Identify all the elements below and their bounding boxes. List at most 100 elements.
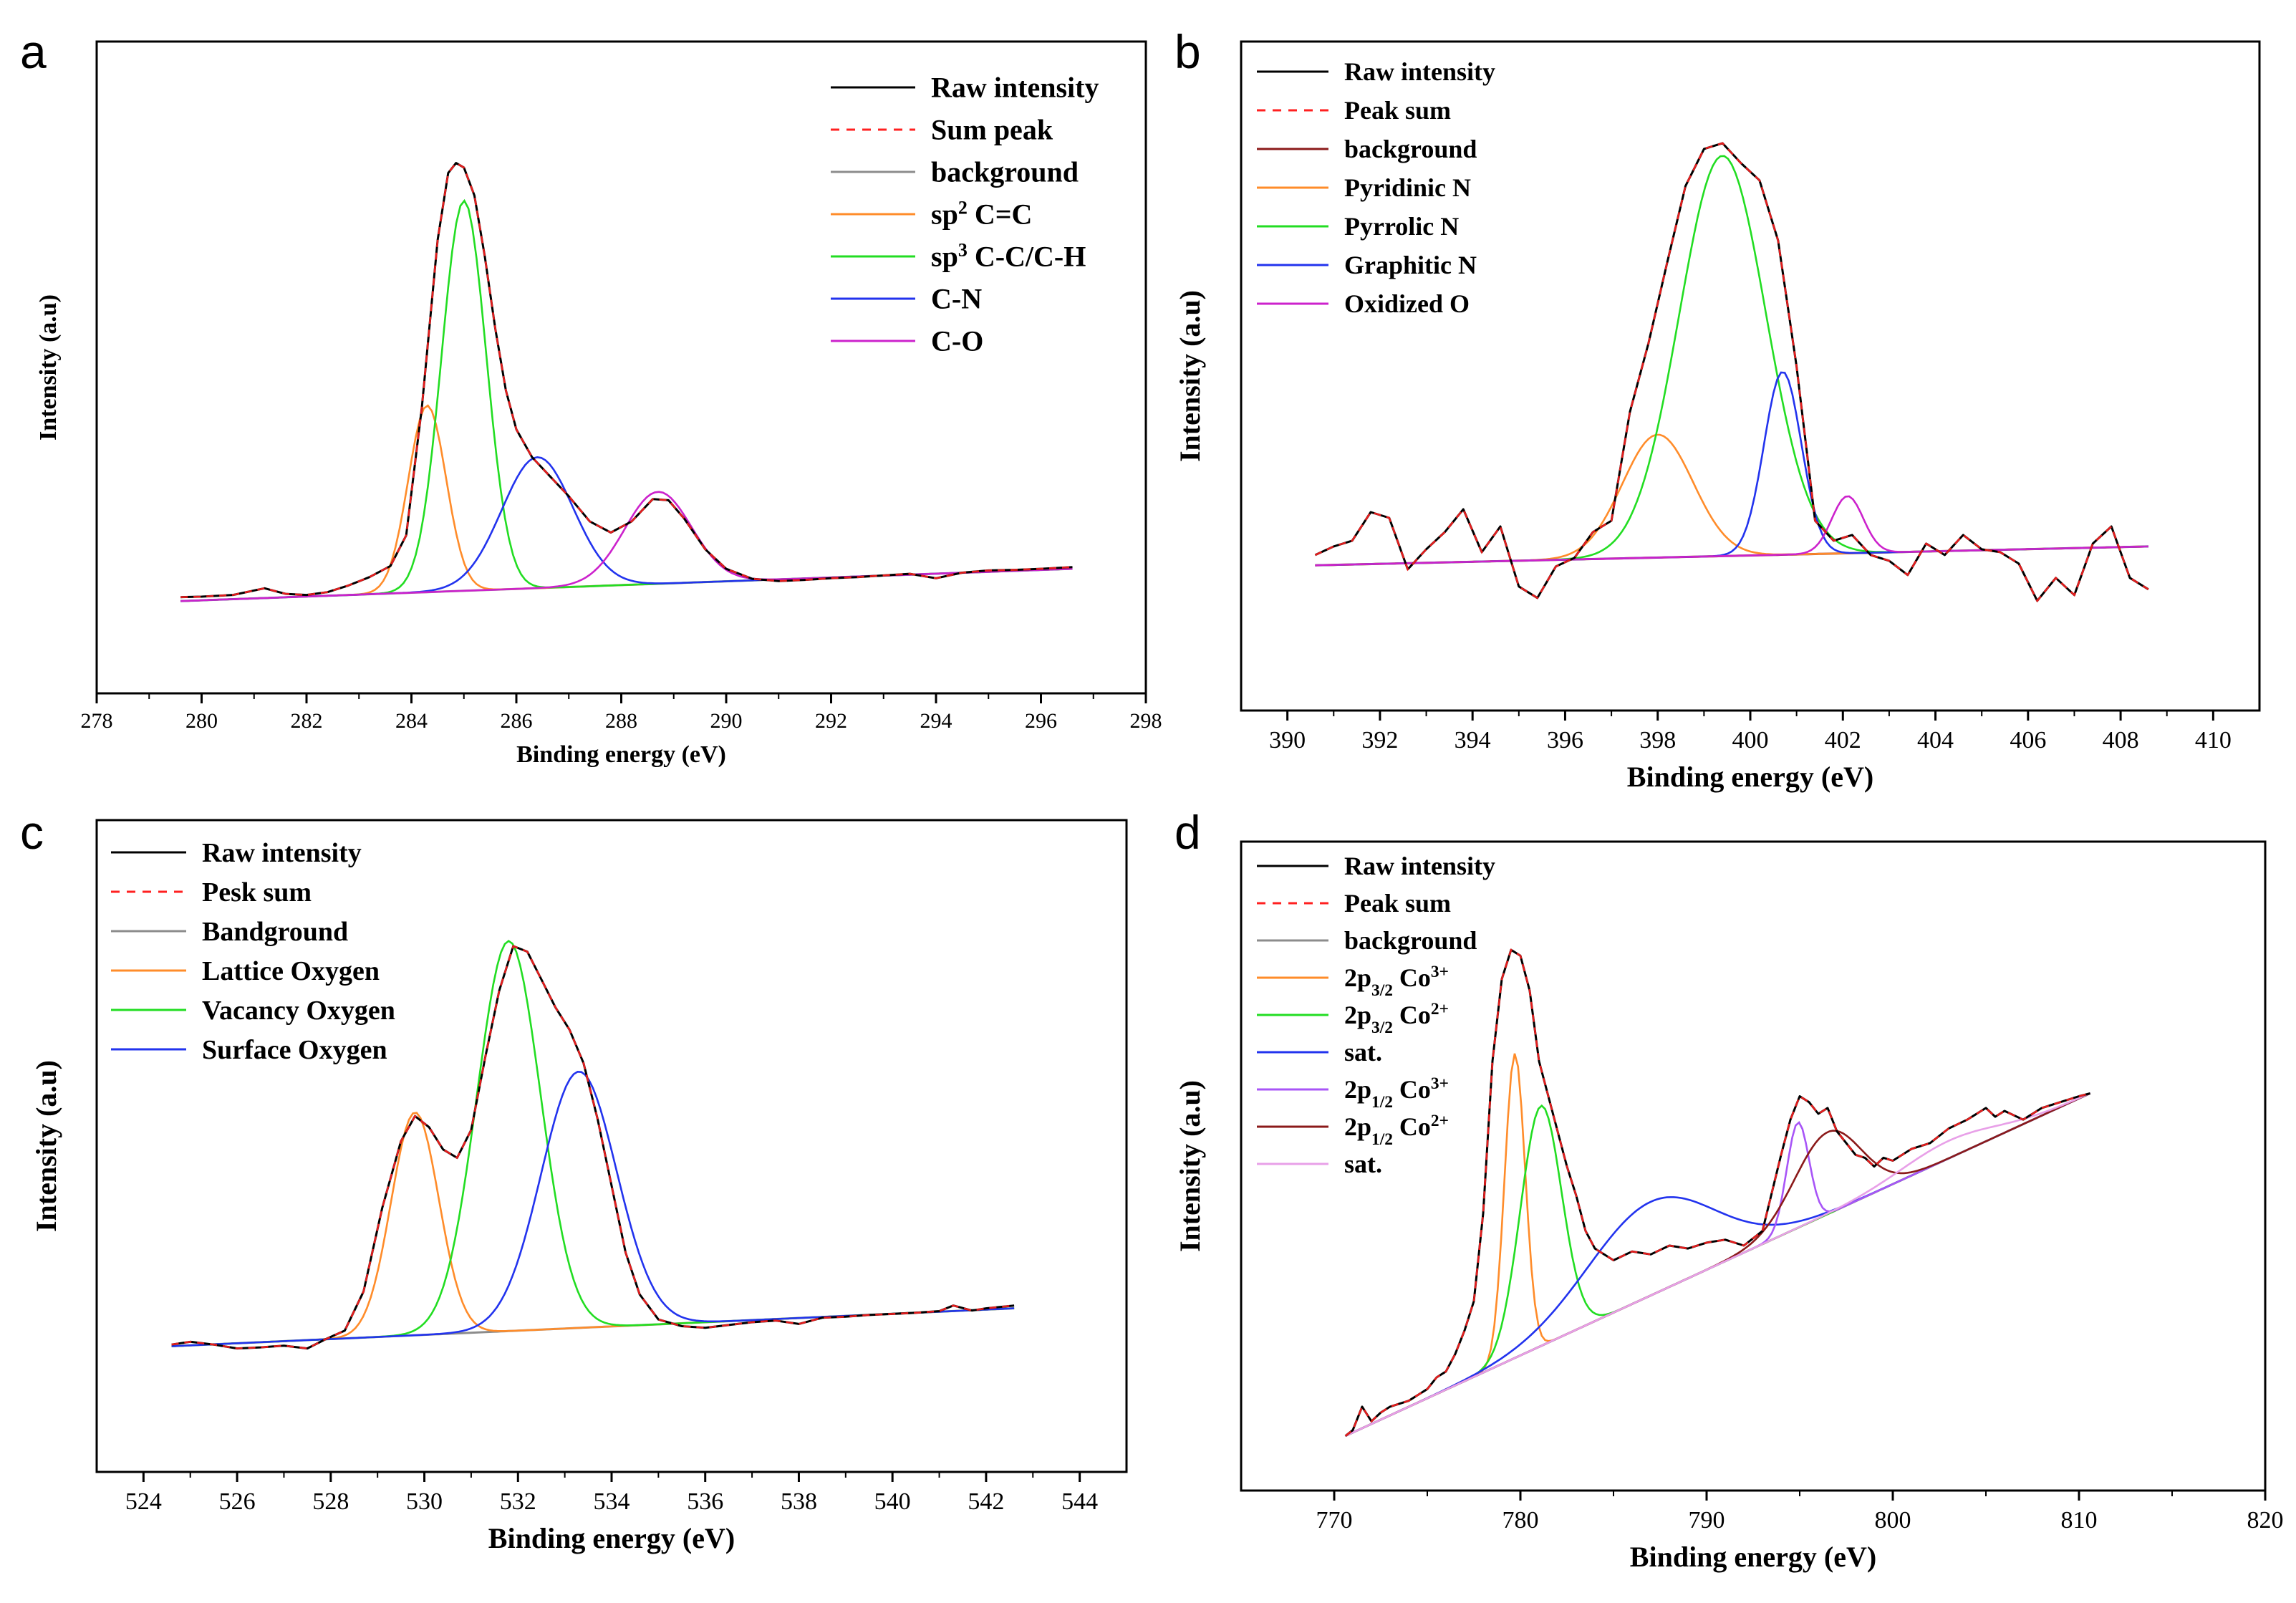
panel-letter: d <box>1174 806 1201 859</box>
legend-label: Peak sum <box>1344 96 1451 125</box>
x-tick-label: 394 <box>1455 727 1491 754</box>
x-tick-label: 390 <box>1269 727 1306 754</box>
legend-label: 2p3/2 Co2+ <box>1344 1000 1449 1037</box>
x-tick-label: 536 <box>687 1488 723 1515</box>
series-peak-sum <box>171 945 1015 1349</box>
legend-item: Oxidized O <box>1257 289 1470 318</box>
x-tick-label: 402 <box>1825 727 1861 754</box>
legend-label: background <box>931 156 1079 188</box>
series-peak-sum <box>1314 142 2149 603</box>
x-tick-label: 532 <box>500 1488 536 1515</box>
x-tick-label: 542 <box>968 1488 1004 1515</box>
y-axis-label: Intensity (a.u) <box>1174 1080 1206 1252</box>
x-axis: 278 280 282 284 286 288 290 292 294 296 298 <box>81 693 1162 733</box>
legend: Raw intensity Sum peak background sp2 C=C sp… <box>831 72 1099 357</box>
legend-item: Surface Oxygen <box>111 1035 387 1065</box>
legend-item: background <box>831 156 1079 188</box>
legend-label: sp2 C=C <box>931 197 1032 231</box>
legend-item: 2p1/2 Co2+ <box>1257 1112 1449 1149</box>
plot-area <box>171 940 1015 1350</box>
x-tick-label: 800 <box>1875 1507 1911 1534</box>
legend: Raw intensity Pesk sum Bandground Lattice O… <box>111 838 395 1065</box>
plot-area <box>1314 142 2149 603</box>
x-axis-label: Binding energy (eV) <box>1630 1541 1876 1573</box>
legend-item: Raw intensity <box>111 838 362 868</box>
x-tick-label: 404 <box>1917 727 1954 754</box>
x-tick-label: 534 <box>594 1488 630 1515</box>
panel-letter: a <box>20 25 47 78</box>
legend: Raw intensity Peak sum background 2p3/2 Co3… <box>1257 852 1495 1178</box>
x-tick-label: 290 <box>710 709 743 733</box>
legend-label: C-O <box>931 325 983 357</box>
legend-item: background <box>1257 926 1477 955</box>
x-axis: 390 392 394 396 398 400 402 404 406 408 410 <box>1269 711 2232 754</box>
plot-area <box>1344 948 2091 1438</box>
legend-item: sp3 C-C/C-H <box>831 239 1086 273</box>
x-tick-label: 396 <box>1547 727 1583 754</box>
legend-label: Bandground <box>202 917 348 947</box>
y-axis-label: Intensity (a.u) <box>1174 290 1206 462</box>
legend-item: 2p1/2 Co3+ <box>1257 1074 1449 1112</box>
x-tick-label: 540 <box>874 1488 911 1515</box>
x-tick-label: 294 <box>920 709 952 733</box>
chart-panel-a: a 278 280 282 284 286 288 290 292 294 296 298 Bindin… <box>20 25 1162 768</box>
legend-label: 2p1/2 Co2+ <box>1344 1112 1449 1149</box>
x-tick-label: 770 <box>1316 1507 1353 1534</box>
chart-panel-c: c 524 526 528 530 532 534 536 538 540 542 544 Bindin… <box>20 806 1128 1554</box>
legend-label: Sum peak <box>931 114 1053 146</box>
legend-label: Pyrrolic N <box>1344 212 1459 241</box>
legend: Raw intensity Peak sum background Pyridinic… <box>1257 57 1495 318</box>
legend-item: Sum peak <box>831 114 1053 146</box>
legend-label: sat. <box>1344 1150 1382 1178</box>
x-tick-label: 538 <box>781 1488 817 1515</box>
legend-label: C-N <box>931 283 982 315</box>
series-peak-sum <box>180 161 1073 598</box>
x-tick-label: 530 <box>406 1488 443 1515</box>
x-tick-label: 282 <box>291 709 323 733</box>
x-tick-label: 810 <box>2061 1507 2098 1534</box>
legend-label: background <box>1344 135 1477 163</box>
x-axis: 770 780 790 800 810 820 <box>1316 1491 2284 1534</box>
legend-label: sat. <box>1344 1038 1382 1067</box>
x-axis-label: Binding energy (eV) <box>516 741 726 768</box>
legend-label: Raw intensity <box>931 72 1099 104</box>
legend-label: Graphitic N <box>1344 251 1477 279</box>
x-tick-label: 524 <box>125 1488 162 1515</box>
legend-item: C-O <box>831 325 983 357</box>
legend-item: Raw intensity <box>1257 57 1495 86</box>
x-tick-label: 526 <box>219 1488 256 1515</box>
legend-item: Lattice Oxygen <box>111 956 380 986</box>
legend-item: Pyridinic N <box>1257 173 1471 202</box>
x-tick-label: 280 <box>185 709 218 733</box>
legend-item: Pyrrolic N <box>1257 212 1459 241</box>
legend-item: Pesk sum <box>111 877 312 908</box>
legend-item: sat. <box>1257 1150 1382 1178</box>
x-tick-label: 544 <box>1061 1488 1098 1515</box>
plot-area <box>180 161 1073 602</box>
x-tick-label: 820 <box>2247 1507 2284 1534</box>
x-tick-label: 408 <box>2103 727 2139 754</box>
series-peak-sum <box>1344 948 2090 1437</box>
legend-label: background <box>1344 926 1477 955</box>
x-tick-label: 406 <box>2010 727 2046 754</box>
legend-item: Vacancy Oxygen <box>111 996 395 1026</box>
x-tick-label: 528 <box>312 1488 349 1515</box>
legend-item: sat. <box>1257 1038 1382 1067</box>
legend-label: Vacancy Oxygen <box>202 996 395 1026</box>
legend-label: Pyridinic N <box>1344 173 1471 202</box>
x-tick-label: 398 <box>1639 727 1676 754</box>
x-tick-label: 392 <box>1361 727 1398 754</box>
x-axis-label: Binding energy (eV) <box>488 1522 735 1554</box>
x-tick-label: 278 <box>81 709 113 733</box>
legend-label: Raw intensity <box>1344 852 1495 880</box>
legend-label: Peak sum <box>1344 889 1451 918</box>
legend-item: Peak sum <box>1257 96 1451 125</box>
series-peak <box>1315 495 2148 567</box>
panel-letter: b <box>1174 25 1201 78</box>
y-axis-label: Intensity (a.u) <box>30 1060 62 1232</box>
x-tick-label: 286 <box>501 709 533 733</box>
legend-label: Oxidized O <box>1344 289 1470 318</box>
x-tick-label: 292 <box>815 709 847 733</box>
legend-item: Raw intensity <box>1257 852 1495 880</box>
y-axis-label: Intensity (a.u) <box>35 294 62 441</box>
